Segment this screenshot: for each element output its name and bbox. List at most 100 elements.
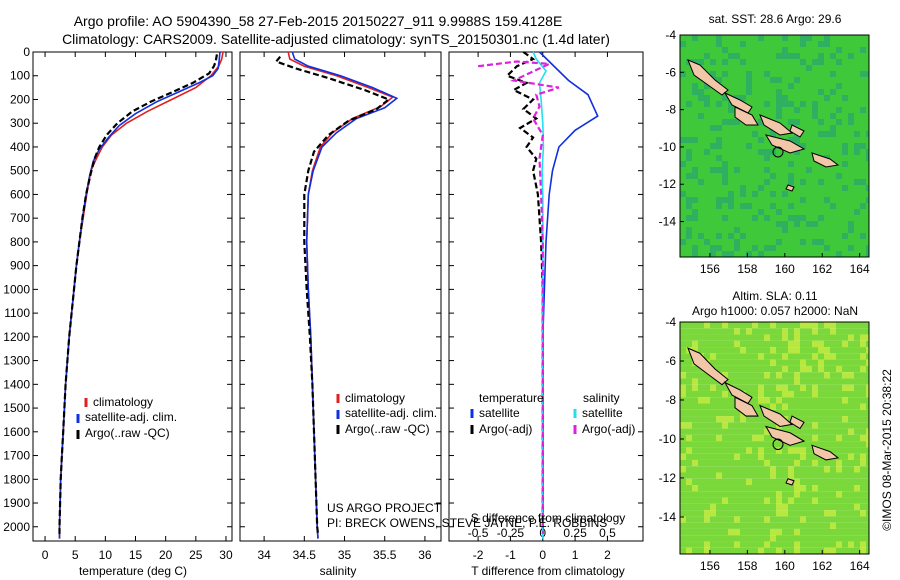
map-cell (866, 251, 869, 257)
map-cell (818, 416, 824, 423)
map-cell (836, 528, 842, 536)
map-cell (794, 245, 800, 251)
map-cell (722, 191, 728, 197)
map-cell (680, 161, 686, 167)
map-cell (722, 107, 728, 113)
map-cell (812, 125, 818, 131)
map-cell (704, 416, 710, 423)
map-cell (680, 403, 686, 410)
map-cell (716, 137, 722, 143)
map-cell (722, 328, 728, 335)
map-cell (680, 185, 686, 191)
map-cell (806, 89, 812, 95)
map-cell (770, 155, 776, 161)
map-cell (842, 428, 848, 435)
map-cell (866, 215, 869, 221)
x-tick-label: 30 (219, 548, 233, 562)
map-cell (782, 239, 788, 245)
map-cell (860, 372, 866, 379)
map-cell (716, 472, 722, 479)
map-cell (854, 466, 860, 473)
map-cell (776, 478, 782, 486)
map-cell (716, 251, 722, 257)
map-cell (764, 95, 770, 101)
map-cell (854, 416, 860, 423)
map-cell (800, 143, 806, 149)
map-cell (836, 422, 842, 429)
map-cell (710, 101, 716, 107)
map-cell (728, 173, 734, 179)
map-cell (866, 422, 869, 429)
map-cell (746, 541, 752, 548)
map-cell (680, 322, 686, 329)
x-tick-label: 35 (338, 548, 352, 562)
legend-header-salinity: salinity (583, 391, 620, 405)
map-cell (782, 359, 788, 366)
map-cell (710, 478, 716, 486)
map-cell (830, 516, 836, 523)
map-cell (722, 251, 728, 257)
map-cell (788, 397, 794, 404)
map-cell (686, 149, 692, 155)
map-cell (680, 59, 686, 65)
top-tick-label: 0.25 (563, 526, 587, 540)
map-cell (734, 173, 740, 179)
map-cell (734, 416, 740, 423)
map-cell (758, 340, 764, 348)
map-cell (716, 503, 722, 511)
map-cell (764, 149, 770, 155)
map-cell (770, 541, 776, 548)
map-cell (758, 209, 764, 215)
map-cell (728, 503, 734, 511)
map-y-tick-label: -4 (665, 315, 676, 329)
map-cell (710, 347, 716, 354)
map-cell (782, 522, 788, 529)
map-cell (728, 497, 734, 504)
map-cell (698, 334, 704, 341)
map-cell (692, 155, 698, 161)
map-cell (740, 227, 746, 233)
map-cell (770, 359, 776, 366)
x-tick-label: 36 (418, 548, 432, 562)
map-cell (854, 384, 860, 391)
map-cell (716, 101, 722, 107)
map-cell (830, 59, 836, 65)
map-cell (692, 173, 698, 179)
map-cell (836, 101, 842, 107)
map-cell (710, 522, 716, 529)
map-cell (812, 251, 818, 257)
map-cell (860, 83, 866, 89)
map-cell (740, 340, 746, 348)
map-y-tick-label: -12 (659, 471, 677, 485)
map-cell (698, 497, 704, 504)
map-cell (854, 503, 860, 511)
map-cell (842, 365, 848, 373)
map-cell (824, 197, 830, 203)
map-cell (716, 528, 722, 536)
map-cell (722, 322, 728, 329)
map-cell (716, 491, 722, 498)
map-cell (770, 197, 776, 203)
map-cell (716, 547, 722, 554)
map-cell (686, 441, 692, 448)
map-cell (782, 372, 788, 379)
map-cell (806, 221, 812, 227)
map-cell (758, 65, 764, 71)
map-cell (722, 422, 728, 429)
map-cell (842, 161, 848, 167)
map-cell (794, 516, 800, 523)
map-cell (686, 397, 692, 404)
top-tick-label: -0.25 (497, 526, 525, 540)
map-cell (734, 161, 740, 167)
map-cell (860, 197, 866, 203)
map-cell (788, 485, 794, 492)
map-cell (818, 59, 824, 65)
map-cell (836, 227, 842, 233)
map-cell (854, 167, 860, 173)
map-cell (842, 173, 848, 179)
map-cell (764, 485, 770, 492)
map-cell (806, 459, 812, 467)
map-cell (770, 447, 776, 454)
map-cell (764, 510, 770, 517)
map-cell (782, 119, 788, 125)
